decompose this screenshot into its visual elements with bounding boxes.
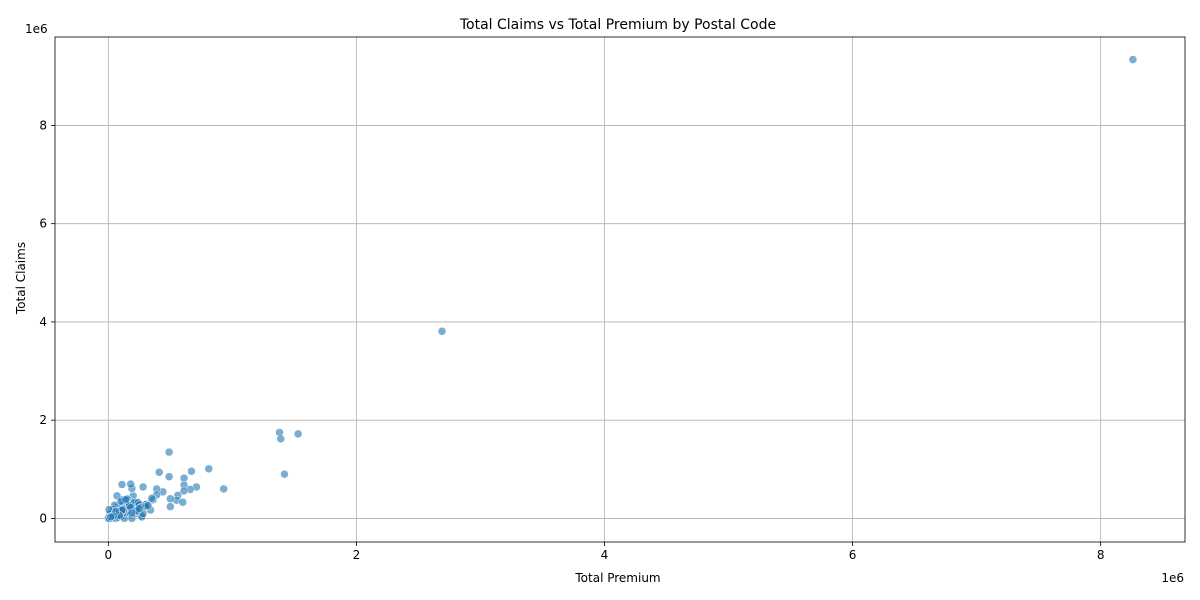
data-point — [280, 470, 288, 478]
data-point — [179, 498, 187, 506]
data-point — [165, 448, 173, 456]
x-tick-label: 6 — [849, 548, 857, 562]
x-axis-ticks: 0 2 4 6 8 — [105, 542, 1105, 562]
y-tick-label: 4 — [39, 315, 47, 329]
x-tick-label: 8 — [1097, 548, 1105, 562]
y-tick-label: 2 — [39, 413, 47, 427]
grid-lines — [55, 37, 1185, 542]
data-point — [135, 505, 143, 513]
data-point — [122, 496, 130, 504]
y-axis-ticks: 0 2 4 6 8 — [39, 118, 55, 525]
x-tick-label: 4 — [601, 548, 609, 562]
data-point — [144, 502, 152, 510]
y-axis-multiplier: 1e6 — [25, 22, 48, 36]
x-axis-multiplier: 1e6 — [1161, 571, 1184, 585]
data-point — [220, 485, 228, 493]
data-point — [294, 430, 302, 438]
plot-frame — [55, 37, 1185, 542]
data-point — [118, 481, 126, 489]
data-point — [166, 495, 174, 503]
y-tick-label: 0 — [39, 511, 47, 525]
x-axis-label: Total Premium — [574, 571, 660, 585]
data-point — [107, 513, 115, 521]
data-point — [187, 467, 195, 475]
data-point — [165, 473, 173, 481]
data-point — [128, 509, 136, 517]
x-tick-label: 2 — [353, 548, 361, 562]
data-point — [438, 327, 446, 335]
y-tick-label: 6 — [39, 217, 47, 231]
y-axis-label: Total Claims — [14, 242, 28, 315]
x-tick-label: 0 — [105, 548, 113, 562]
data-point — [155, 468, 163, 476]
data-point — [205, 465, 213, 473]
y-tick-label: 8 — [39, 118, 47, 132]
chart-title: Total Claims vs Total Premium by Postal … — [459, 17, 776, 33]
data-point — [166, 503, 174, 511]
data-point — [127, 480, 135, 488]
data-point — [139, 483, 147, 491]
data-point — [1129, 56, 1137, 64]
data-point — [277, 435, 285, 443]
